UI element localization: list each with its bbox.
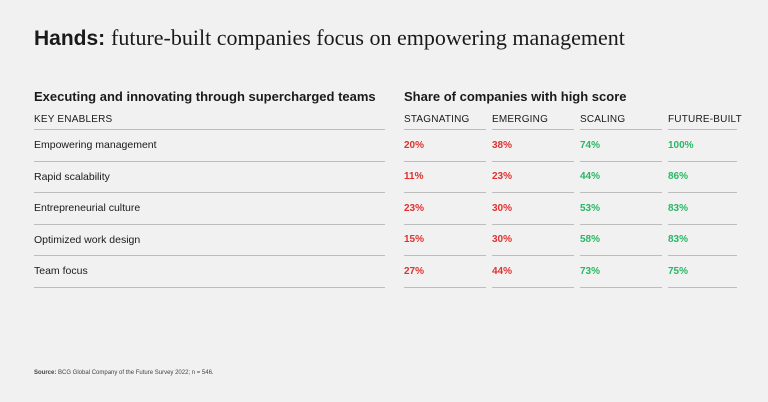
column-divider: [668, 161, 737, 162]
column-divider: [404, 161, 486, 162]
column-divider: [580, 255, 662, 256]
column-divider: [404, 224, 486, 225]
value-cell: 23%: [492, 171, 513, 183]
column-header-scaling: SCALING: [580, 114, 626, 125]
column-divider: [580, 129, 662, 130]
value-cell: 23%: [404, 202, 425, 214]
column-divider: [668, 192, 737, 193]
row-divider: [34, 129, 385, 130]
row-divider: [34, 192, 385, 193]
row-divider: [34, 224, 385, 225]
value-cell: 83%: [668, 202, 689, 214]
value-cell: 38%: [492, 139, 513, 151]
column-divider: [580, 224, 662, 225]
value-cell: 20%: [404, 139, 425, 151]
source-text: BCG Global Company of the Future Survey …: [58, 370, 214, 376]
row-divider: [34, 161, 385, 162]
column-divider: [668, 224, 737, 225]
value-cell: 74%: [580, 139, 601, 151]
column-header-stagnating: STAGNATING: [404, 114, 470, 125]
row-label: Team focus: [34, 265, 88, 278]
column-divider: [492, 129, 574, 130]
column-divider: [580, 287, 662, 288]
chart-title: Hands: future-built companies focus on e…: [34, 25, 625, 51]
value-cell: 15%: [404, 234, 425, 246]
row-divider: [34, 287, 385, 288]
value-cell: 53%: [580, 202, 601, 214]
value-cell: 27%: [404, 265, 425, 277]
row-divider: [34, 255, 385, 256]
column-divider: [668, 129, 737, 130]
column-header-future-built: FUTURE-BUILT: [668, 114, 742, 125]
column-divider: [492, 161, 574, 162]
row-label: Optimized work design: [34, 233, 141, 246]
row-header: KEY ENABLERS: [34, 114, 113, 125]
row-label: Entrepreneurial culture: [34, 202, 141, 215]
column-divider: [668, 287, 737, 288]
title-bold: Hands:: [34, 27, 106, 50]
column-divider: [492, 255, 574, 256]
column-divider: [404, 192, 486, 193]
right-heading: Share of companies with high score: [404, 89, 627, 104]
source-label: Source:: [34, 370, 57, 376]
column-divider: [580, 161, 662, 162]
value-cell: 75%: [668, 265, 689, 277]
column-divider: [404, 129, 486, 130]
value-cell: 30%: [492, 202, 513, 214]
row-label: Empowering management: [34, 139, 157, 151]
column-divider: [492, 192, 574, 193]
value-cell: 44%: [580, 171, 601, 183]
value-cell: 44%: [492, 265, 513, 277]
value-cell: 100%: [668, 139, 694, 151]
left-heading: Executing and innovating through superch…: [34, 89, 376, 104]
column-divider: [404, 255, 486, 256]
source-note: Source: BCG Global Company of the Future…: [34, 370, 214, 376]
value-cell: 11%: [404, 171, 424, 183]
value-cell: 58%: [580, 234, 601, 246]
column-divider: [404, 287, 486, 288]
column-divider: [668, 255, 737, 256]
column-divider: [492, 287, 574, 288]
value-cell: 73%: [580, 265, 601, 277]
column-divider: [580, 192, 662, 193]
column-header-emerging: EMERGING: [492, 114, 549, 125]
title-rest: future-built companies focus on empoweri…: [111, 25, 625, 50]
value-cell: 30%: [492, 234, 513, 246]
column-divider: [492, 224, 574, 225]
row-label: Rapid scalability: [34, 170, 110, 183]
value-cell: 86%: [668, 171, 689, 183]
value-cell: 83%: [668, 234, 689, 246]
